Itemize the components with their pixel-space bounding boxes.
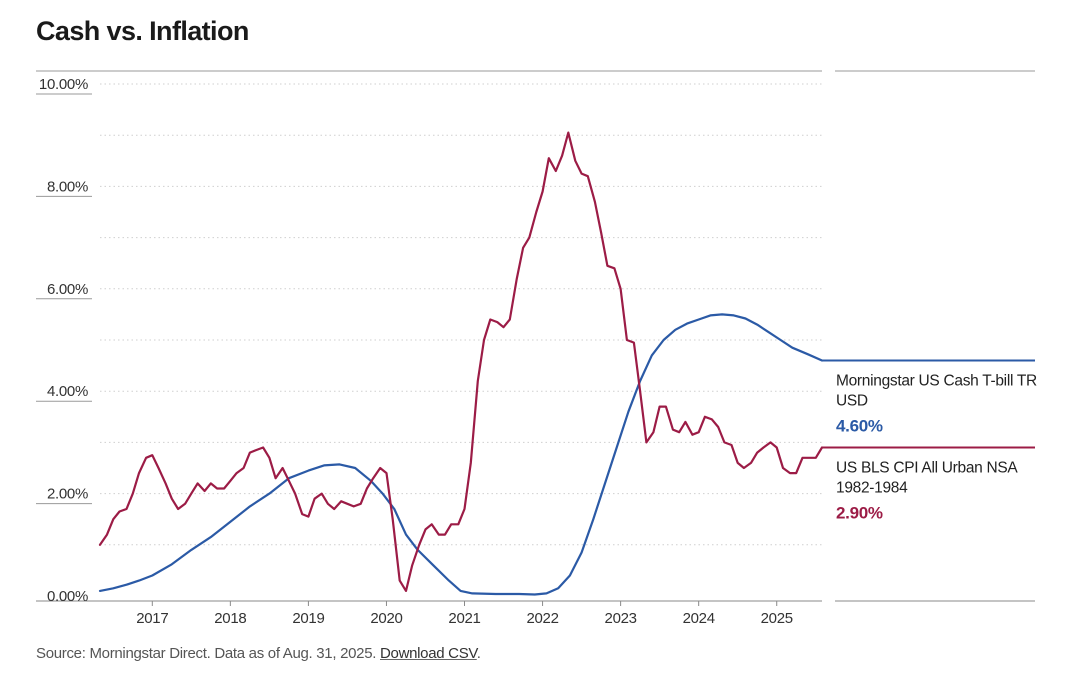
x-tick-label: 2018 xyxy=(214,610,246,627)
x-tick-labels: 2017 2018 2019 2020 2021 2022 2023 2024 2025 xyxy=(136,610,793,627)
source-note: Source: Morningstar Direct. Data as of A… xyxy=(36,645,481,662)
cpi-line xyxy=(98,131,824,592)
x-tick-label: 2022 xyxy=(526,610,558,627)
source-suffix: . xyxy=(476,645,481,662)
cash-tbill-line xyxy=(98,313,824,596)
x-tick-label: 2025 xyxy=(761,610,793,627)
x-tick-label: 2024 xyxy=(683,610,715,627)
x-tick-label: 2020 xyxy=(370,610,402,627)
y-tick-label: 6.00% xyxy=(47,281,88,298)
legend-series-name: US BLS CPI All Urban NSA 1982-1984 xyxy=(836,460,1018,497)
x-tick-label: 2021 xyxy=(448,610,480,627)
legend-series-name: Morningstar US Cash T-bill TR USD xyxy=(836,372,1037,409)
legend-end-value: 2.90% xyxy=(836,504,883,523)
legend-series-name-line: 1982-1984 xyxy=(836,480,908,497)
download-csv-link[interactable]: Download CSV xyxy=(380,645,477,662)
chart-title: Cash vs. Inflation xyxy=(36,16,249,46)
legend-series-name-line: US BLS CPI All Urban NSA xyxy=(836,460,1018,477)
x-tick-label: 2023 xyxy=(605,610,637,627)
legend-series-name-line: Morningstar US Cash T-bill TR xyxy=(836,372,1037,389)
x-tick-label: 2019 xyxy=(292,610,324,627)
gridlines xyxy=(100,83,822,546)
legend-end-value: 4.60% xyxy=(836,416,883,435)
series-lines xyxy=(98,131,824,596)
x-tick-label: 2017 xyxy=(136,610,168,627)
y-tick-label: 4.00% xyxy=(47,383,88,400)
y-tick-labels: 10.00% 8.00% 6.00% 4.00% 2.00% 0.00% xyxy=(39,76,88,605)
y-tick-label: 0.00% xyxy=(47,588,88,605)
y-tick-label: 2.00% xyxy=(47,486,88,503)
axes xyxy=(36,70,1035,606)
legend: Morningstar US Cash T-bill TR USD 4.60% US … xyxy=(822,359,1037,523)
source-text: Source: Morningstar Direct. Data as of A… xyxy=(36,645,377,662)
y-tick-label: 10.00% xyxy=(39,76,88,93)
y-tick-label: 8.00% xyxy=(47,178,88,195)
legend-series-name-line: USD xyxy=(836,392,868,409)
